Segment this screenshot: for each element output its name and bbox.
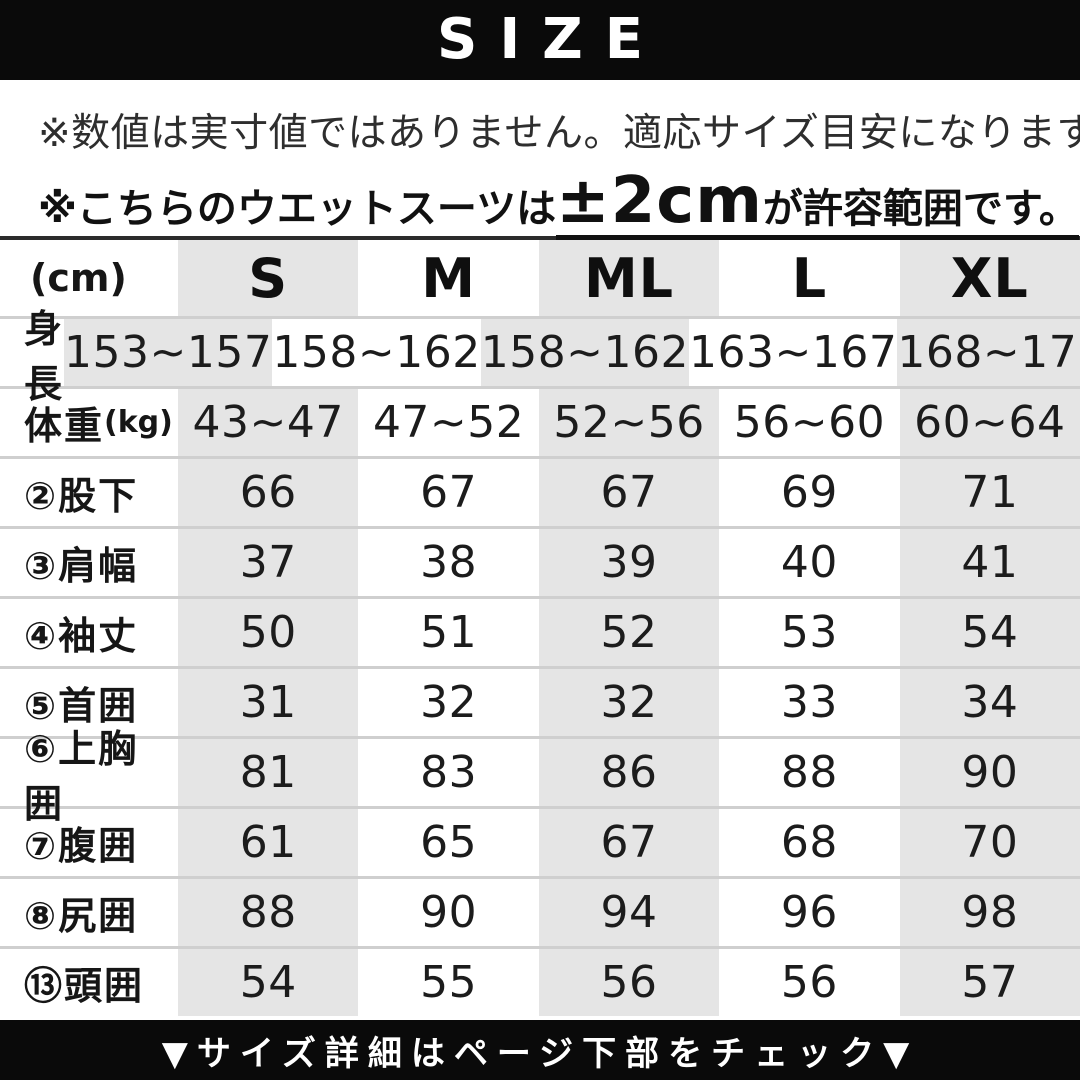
table-cell: 31 xyxy=(178,669,359,736)
row-label: ④袖丈 xyxy=(24,614,139,658)
table-cell: 86 xyxy=(538,739,720,806)
note-tolerance-prefix: ※こちらのウエットスーツは xyxy=(38,186,557,232)
column-header-ml: ML xyxy=(538,240,720,316)
table-cell: 94 xyxy=(538,879,720,946)
table-cell: 52 xyxy=(538,599,720,666)
table-cell: 65 xyxy=(420,817,478,868)
column-header-xl: XL xyxy=(899,240,1080,316)
table-cell: 53 xyxy=(780,607,838,658)
table-cell: 158~162 xyxy=(272,327,481,378)
table-row: ④袖丈 50 51 52 53 54 xyxy=(0,596,1080,666)
table-cell: 68 xyxy=(780,817,838,868)
table-row: ⑥上胸囲 81 83 86 88 90 xyxy=(0,726,1080,826)
note-tolerance: ※こちらのウエットスーツは±2cmが許容範囲です。 xyxy=(38,164,1079,240)
table-cell: 54 xyxy=(178,949,359,1016)
row-label-unit: (kg) xyxy=(104,405,173,440)
table-header-row: (cm) S M ML L XL xyxy=(0,240,1080,316)
note-tolerance-underlined: ±2cmが許容範囲です。 xyxy=(556,164,1079,240)
table-cell: 90 xyxy=(899,739,1080,806)
note-tolerance-suffix: が許容範囲です。 xyxy=(762,186,1079,232)
row-label: ⑥上胸囲 xyxy=(24,726,139,826)
row-label: ⑧尻囲 xyxy=(24,894,139,938)
table-cell: 37 xyxy=(178,529,359,596)
row-label: ③肩幅 xyxy=(24,544,139,588)
table-cell: 69 xyxy=(780,467,838,518)
table-cell: 70 xyxy=(899,809,1080,876)
table-cell: 88 xyxy=(780,747,838,798)
row-label: ②股下 xyxy=(24,474,139,518)
unit-label-cell: (cm) xyxy=(30,256,127,300)
table-cell: 50 xyxy=(178,599,359,666)
table-cell: 163~167 xyxy=(689,327,898,378)
note-measurement-disclaimer: ※数値は実寸値ではありません。適応サイズ目安になります。 xyxy=(38,111,1080,156)
table-cell: 40 xyxy=(780,537,838,588)
table-cell: 51 xyxy=(420,607,478,658)
table-cell: 66 xyxy=(178,459,359,526)
table-cell: 43~47 xyxy=(178,389,359,456)
table-cell: 47~52 xyxy=(372,397,525,448)
table-cell: 56 xyxy=(538,949,720,1016)
table-cell: 81 xyxy=(178,739,359,806)
table-cell: 158~162 xyxy=(480,319,690,386)
disclaimer-notes: ※数値は実寸値ではありません。適応サイズ目安になります。 ※こちらのウエットスー… xyxy=(0,80,1080,240)
table-cell: 168~173 xyxy=(897,319,1080,386)
row-label: ⑦腹囲 xyxy=(24,824,139,868)
footer-caption: ▼サイズ詳細はページ下部をチェック▼ xyxy=(161,1033,919,1074)
table-cell: 90 xyxy=(420,887,478,938)
table-cell: 32 xyxy=(538,669,720,736)
column-header-s: S xyxy=(178,240,359,316)
table-cell: 56~60 xyxy=(733,397,886,448)
table-row: 体重 (kg) 43~47 47~52 52~56 56~60 60~64 xyxy=(0,386,1080,456)
column-header-m: M xyxy=(421,246,476,310)
table-row: ②股下 66 67 67 69 71 xyxy=(0,456,1080,526)
table-row: ⑤首囲 31 32 32 33 34 xyxy=(0,666,1080,736)
table-row: ⑬頭囲 54 55 56 56 57 xyxy=(0,946,1080,1016)
table-cell: 39 xyxy=(538,529,720,596)
table-row: ③肩幅 37 38 39 40 41 xyxy=(0,526,1080,596)
table-cell: 67 xyxy=(538,809,720,876)
table-cell: 153~157 xyxy=(64,319,273,386)
table-cell: 60~64 xyxy=(899,389,1080,456)
table-cell: 32 xyxy=(420,677,478,728)
page-title: SIZE xyxy=(436,7,666,72)
table-cell: 38 xyxy=(420,537,478,588)
table-cell: 52~56 xyxy=(538,389,720,456)
size-header-banner: SIZE xyxy=(0,0,1080,80)
row-label: ⑤首囲 xyxy=(24,684,139,728)
table-cell: 67 xyxy=(420,467,478,518)
table-cell: 33 xyxy=(780,677,838,728)
table-cell: 55 xyxy=(420,957,478,1008)
tolerance-value: ±2cm xyxy=(556,164,763,238)
table-cell: 57 xyxy=(899,949,1080,1016)
table-cell: 98 xyxy=(899,879,1080,946)
table-cell: 56 xyxy=(780,957,838,1008)
table-cell: 83 xyxy=(420,747,478,798)
table-cell: 88 xyxy=(178,879,359,946)
table-cell: 61 xyxy=(178,809,359,876)
row-label: ⑬頭囲 xyxy=(24,964,145,1008)
row-label: 身長 xyxy=(24,306,65,406)
table-cell: 67 xyxy=(538,459,720,526)
footer-banner: ▼サイズ詳細はページ下部をチェック▼ xyxy=(0,1020,1080,1080)
table-cell: 34 xyxy=(899,669,1080,736)
table-cell: 41 xyxy=(899,529,1080,596)
table-row: ⑧尻囲 88 90 94 96 98 xyxy=(0,876,1080,946)
column-header-l: L xyxy=(791,246,828,310)
table-row: ⑦腹囲 61 65 67 68 70 xyxy=(0,806,1080,876)
table-cell: 54 xyxy=(899,599,1080,666)
table-cell: 71 xyxy=(899,459,1080,526)
row-label: 体重 (kg) xyxy=(24,404,173,448)
table-cell: 96 xyxy=(780,887,838,938)
size-table-body: 身長153~157158~162158~162163~167168~173体重(… xyxy=(0,306,1080,1016)
size-table: (cm) S M ML L XL 身長 153~157 158~162 158~162… xyxy=(0,236,1080,1016)
